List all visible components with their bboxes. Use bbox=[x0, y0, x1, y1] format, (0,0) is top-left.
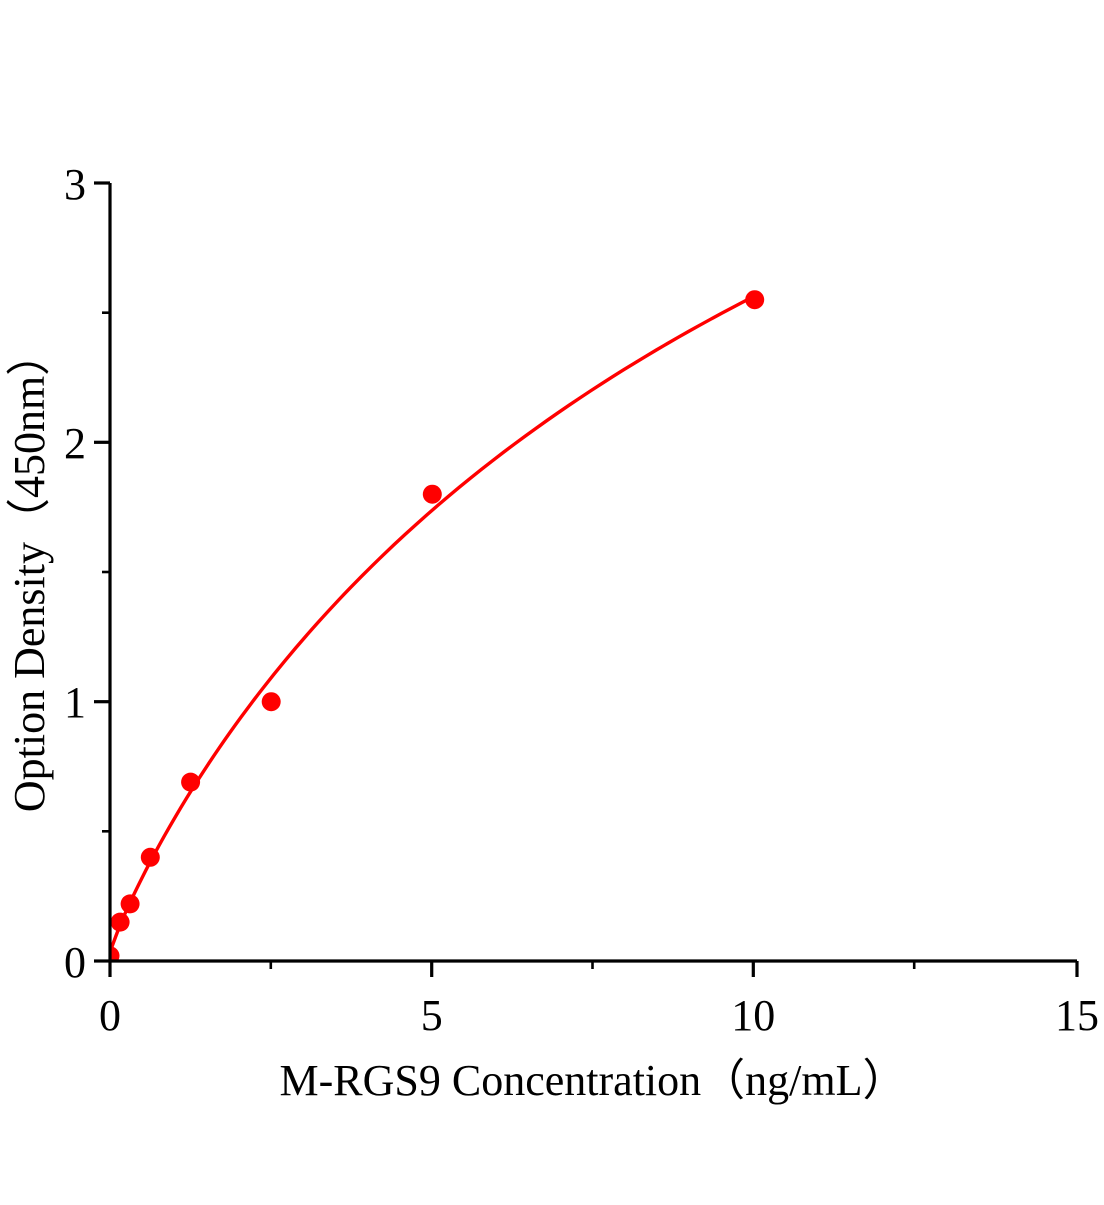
svg-text:1: 1 bbox=[64, 678, 86, 727]
svg-text:0: 0 bbox=[99, 991, 121, 1040]
svg-text:3: 3 bbox=[64, 160, 86, 209]
svg-text:2: 2 bbox=[64, 419, 86, 468]
svg-text:15: 15 bbox=[1055, 991, 1099, 1040]
svg-text:0: 0 bbox=[64, 938, 86, 987]
svg-text:Option Density（450nm）: Option Density（450nm） bbox=[5, 332, 54, 812]
svg-text:5: 5 bbox=[421, 991, 443, 1040]
svg-text:M-RGS9 Concentration（ng/mL）: M-RGS9 Concentration（ng/mL） bbox=[280, 1056, 907, 1105]
svg-text:10: 10 bbox=[731, 991, 775, 1040]
